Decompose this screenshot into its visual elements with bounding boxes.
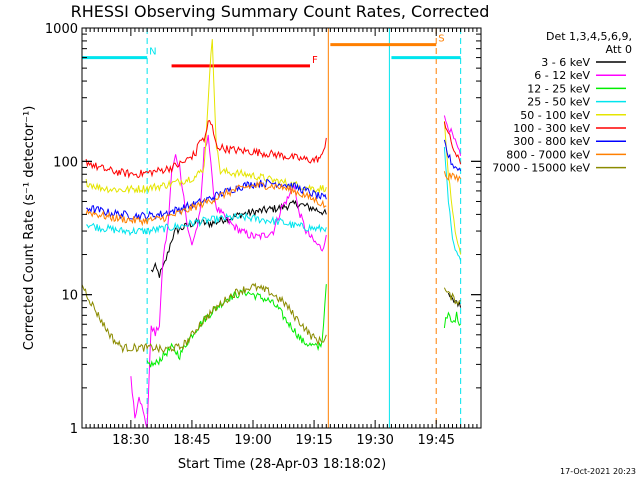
series-line-4-segment-0 — [85, 39, 327, 195]
legend-header-detectors: Det 1,3,4,5,6,9, — [546, 30, 632, 43]
x-tick-label-3: 19:15 — [295, 433, 332, 448]
x-axis-label: Start Time (28-Apr-03 18:18:02) — [178, 457, 386, 472]
y-tick-label-2: 100 — [53, 155, 78, 170]
x-tick-label-1: 18:45 — [173, 433, 210, 448]
legend-header-attenuator: Att 0 — [606, 43, 632, 56]
flag-n-letter: N — [149, 47, 156, 58]
series-line-8-segment-1 — [443, 287, 461, 306]
flag-s-letter: S — [438, 34, 444, 45]
series-line-5-segment-0 — [85, 119, 327, 179]
flag-f-letter: F — [312, 55, 318, 66]
legend-entry-7: 800 - 7000 keV — [506, 148, 590, 161]
series-line-3-segment-1 — [443, 146, 462, 261]
y-axis-ticks: 1 10 100 1000 — [45, 22, 481, 437]
legend-entry-6: 300 - 800 keV — [513, 135, 590, 148]
legend-entry-5: 100 - 300 keV — [513, 122, 590, 135]
legend-entry-4: 50 - 100 keV — [520, 109, 590, 122]
legend-entry-8: 7000 - 15000 keV — [492, 162, 590, 175]
series-line-6-segment-0 — [86, 178, 327, 222]
flag-bars: N F S — [82, 34, 461, 68]
y-tick-label-0: 1 — [70, 422, 78, 437]
x-tick-label-2: 19:00 — [234, 433, 271, 448]
legend-entry-1: 6 - 12 keV — [534, 69, 590, 82]
series-line-7-segment-0 — [85, 180, 327, 227]
series-line-2-segment-1 — [443, 311, 461, 329]
y-axis-label: Corrected Count Rate (s⁻¹ detector⁻¹) — [22, 106, 37, 351]
series-line-8-segment-0 — [81, 282, 327, 354]
series-line-5-segment-1 — [443, 121, 462, 165]
y-tick-label-3: 1000 — [45, 22, 78, 37]
legend-entry-3: 25 - 50 keV — [527, 96, 590, 109]
x-tick-label-0: 18:30 — [112, 433, 149, 448]
legend-entry-2: 12 - 25 keV — [527, 82, 590, 95]
series-line-1-segment-1 — [443, 115, 462, 156]
series-lines — [81, 39, 462, 429]
series-line-3-segment-0 — [85, 211, 327, 237]
y-tick-label-1: 10 — [61, 289, 78, 304]
x-tick-label-5: 19:45 — [417, 433, 454, 448]
series-line-2-segment-0 — [146, 284, 327, 368]
plot-frame — [81, 27, 482, 429]
legend-entry-0: 3 - 6 keV — [541, 56, 590, 69]
x-tick-label-4: 19:30 — [356, 433, 393, 448]
chart-title: RHESSI Observing Summary Count Rates, Co… — [71, 2, 490, 21]
series-line-4-segment-1 — [443, 120, 462, 255]
series-line-1-segment-0 — [130, 134, 327, 429]
generation-timestamp: 17-Oct-2021 20:23 — [560, 467, 636, 476]
series-line-7-segment-1 — [443, 171, 462, 183]
series-line-0-segment-0 — [150, 199, 327, 278]
series-line-6-segment-1 — [443, 139, 462, 172]
x-axis-ticks: 18:30 18:45 19:00 19:15 19:30 19:45 — [81, 28, 482, 448]
